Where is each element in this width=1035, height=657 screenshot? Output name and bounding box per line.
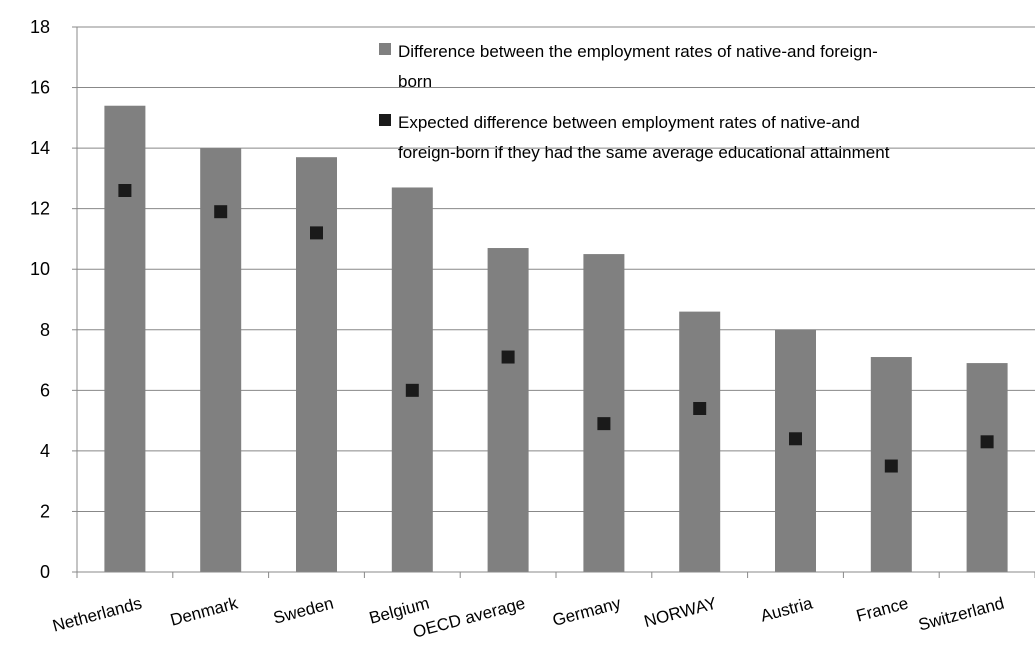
x-tick-label: Denmark [168, 593, 240, 629]
y-tick-label: 4 [40, 441, 50, 461]
x-tick-label: Austria [758, 593, 815, 625]
y-tick-label: 6 [40, 380, 50, 400]
data-point-marker [310, 226, 323, 240]
y-tick-label: 8 [40, 320, 50, 340]
y-tick-label: 18 [30, 17, 50, 37]
axes [72, 26, 1035, 578]
x-tick-label: Germany [550, 593, 623, 630]
y-tick-label: 16 [30, 78, 50, 98]
bar [679, 311, 721, 572]
legend-swatch [379, 114, 391, 126]
legend: Difference between the employment rates … [379, 42, 890, 162]
data-point-marker [597, 417, 611, 431]
bar [966, 363, 1008, 572]
bar [200, 148, 242, 572]
bar [391, 187, 433, 572]
legend-label: Expected difference between employment r… [398, 113, 860, 132]
bar [583, 254, 625, 573]
x-tick-label: Switzerland [916, 594, 1006, 635]
x-tick-label: France [854, 594, 910, 626]
marker-series [118, 184, 994, 473]
x-tick-label: Netherlands [50, 594, 143, 636]
y-tick-label: 0 [40, 562, 50, 582]
bar [775, 329, 816, 572]
bar [296, 157, 337, 572]
data-point-marker [980, 435, 994, 449]
bar [487, 248, 529, 572]
data-point-marker [789, 432, 802, 446]
x-tick-label: NORWAY [642, 594, 719, 632]
data-point-marker [884, 459, 898, 473]
y-tick-label: 10 [30, 259, 50, 279]
data-point-marker [501, 350, 515, 364]
legend-label: Difference between the employment rates … [398, 42, 878, 61]
data-point-marker [693, 402, 707, 415]
y-tick-label: 12 [30, 199, 50, 219]
legend-swatch [379, 43, 391, 55]
bar-series [104, 105, 1008, 573]
bar [104, 105, 146, 572]
y-axis-tick-labels: 0 2 4 6 8 10 12 14 16 18 [30, 17, 50, 582]
y-tick-label: 2 [40, 501, 50, 521]
legend-label: born [398, 72, 432, 91]
data-point-marker [214, 205, 228, 219]
data-point-marker [118, 184, 132, 197]
x-tick-label: Sweden [271, 594, 335, 628]
data-point-marker [405, 383, 419, 397]
y-tick-label: 14 [30, 138, 50, 158]
legend-label: foreign-born if they had the same averag… [398, 143, 890, 162]
